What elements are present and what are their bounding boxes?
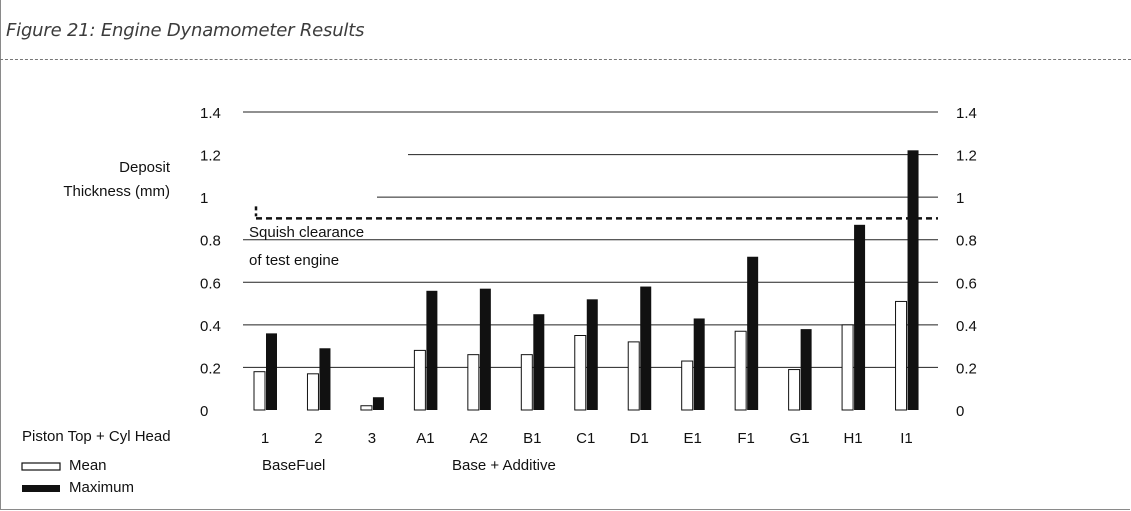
x-tick-F1: F1 xyxy=(737,430,755,447)
y-tick-left-0.2: 0.2 xyxy=(200,360,221,377)
x-tick-E1: E1 xyxy=(684,430,702,447)
x-tick-G1: G1 xyxy=(790,430,810,447)
bar-mean-D1 xyxy=(627,341,640,411)
reference-line-label-line1: Squish clearance xyxy=(249,224,364,241)
bar-mean-G1 xyxy=(788,369,801,411)
bar-maximum-2 xyxy=(319,348,331,410)
y-axis-label-line1: Deposit xyxy=(119,159,171,176)
bar-mean-H1 xyxy=(841,324,854,411)
y-tick-left-0.8: 0.8 xyxy=(200,233,221,250)
bar-mean-2 xyxy=(306,373,319,411)
x-tick-1: 1 xyxy=(261,430,269,447)
legend-title: Piston Top + Cyl Head xyxy=(22,428,171,445)
bar-mean-I1 xyxy=(895,300,908,411)
y-tick-right-0: 0 xyxy=(956,403,964,420)
bar-maximum-F1 xyxy=(747,256,759,410)
y-tick-right-0.2: 0.2 xyxy=(956,360,977,377)
y-tick-right-1.2: 1.2 xyxy=(956,148,977,165)
x-tick-B1: B1 xyxy=(523,430,541,447)
legend-label-maximum: Maximum xyxy=(69,479,134,496)
bar-mean-1 xyxy=(253,371,266,411)
bar-mean-A1 xyxy=(413,349,426,411)
y-tick-left-0.6: 0.6 xyxy=(200,275,221,292)
bar-maximum-I1 xyxy=(907,150,919,411)
bar-maximum-D1 xyxy=(640,286,652,410)
bar-mean-C1 xyxy=(574,335,587,411)
bar-mean-A2 xyxy=(467,354,480,411)
bar-maximum-H1 xyxy=(854,224,866,410)
legend-swatch-mean xyxy=(21,462,61,471)
bar-maximum-A2 xyxy=(479,288,491,410)
group-label-base-additive: Base + Additive xyxy=(452,457,556,474)
reference-line-label-line2: of test engine xyxy=(249,252,339,269)
x-tick-I1: I1 xyxy=(900,430,913,447)
x-tick-C1: C1 xyxy=(576,430,595,447)
y-tick-left-0: 0 xyxy=(200,403,208,420)
x-tick-A1: A1 xyxy=(416,430,434,447)
legend-label-mean: Mean xyxy=(69,457,107,474)
y-tick-left-0.4: 0.4 xyxy=(200,318,221,335)
x-tick-H1: H1 xyxy=(843,430,862,447)
x-tick-A2: A2 xyxy=(470,430,488,447)
y-axis-label-line2: Thickness (mm) xyxy=(63,183,170,200)
bar-mean-3 xyxy=(360,405,373,411)
y-tick-right-0.8: 0.8 xyxy=(956,233,977,250)
bar-maximum-B1 xyxy=(533,314,545,410)
y-tick-left-1: 1 xyxy=(200,190,208,207)
bar-maximum-E1 xyxy=(693,318,705,410)
bar-mean-B1 xyxy=(520,354,533,411)
reference-line-group xyxy=(254,206,938,220)
legend: Piston Top + Cyl Head Mean Maximum xyxy=(21,428,171,496)
bar-maximum-G1 xyxy=(800,329,812,410)
legend-swatch-maximum xyxy=(22,485,60,492)
x-tick-2: 2 xyxy=(314,430,322,447)
bar-maximum-A1 xyxy=(426,290,438,410)
bar-maximum-C1 xyxy=(586,299,598,410)
bar-maximum-3 xyxy=(372,397,384,410)
x-tick-3: 3 xyxy=(368,430,376,447)
bar-mean-E1 xyxy=(681,360,694,411)
y-tick-right-1.4: 1.4 xyxy=(956,105,977,122)
y-tick-right-1: 1 xyxy=(956,190,964,207)
axes: 0 0 0.2 0.2 0.4 0.4 0.6 0.6 0.8 0.8 1 1 1.2 1.2 1.4 1.4… xyxy=(200,105,977,447)
y-tick-left-1.4: 1.4 xyxy=(200,105,221,122)
x-tick-D1: D1 xyxy=(630,430,649,447)
bar-mean-F1 xyxy=(734,330,747,411)
bars xyxy=(253,150,919,411)
figure-title: Figure 21: Engine Dynamometer Results xyxy=(6,20,365,41)
y-tick-right-0.4: 0.4 xyxy=(956,318,977,335)
bar-maximum-1 xyxy=(266,333,277,410)
y-tick-left-1.2: 1.2 xyxy=(200,148,221,165)
y-tick-right-0.6: 0.6 xyxy=(956,275,977,292)
title-divider xyxy=(0,59,1131,60)
group-label-basefuel: BaseFuel xyxy=(262,457,325,474)
